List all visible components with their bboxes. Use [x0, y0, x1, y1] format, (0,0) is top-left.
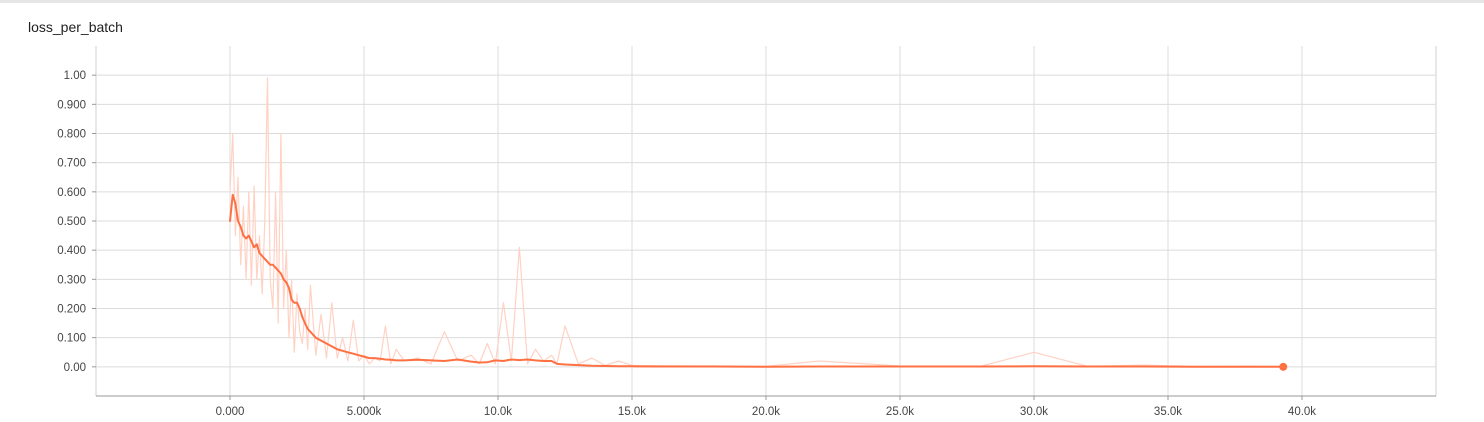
- y-tick-label: 0.400: [57, 245, 86, 257]
- y-tick-label: 0.600: [57, 187, 86, 199]
- x-tick-label: 20.0k: [752, 406, 780, 418]
- x-tick-label: 40.0k: [1288, 406, 1316, 418]
- y-tick-label: 0.100: [57, 333, 86, 345]
- chart-title: loss_per_batch: [28, 19, 123, 35]
- y-tick-label: 0.500: [57, 216, 86, 228]
- y-tick-label: 0.300: [57, 274, 86, 286]
- x-tick-label: 15.0k: [618, 406, 646, 418]
- top-divider: [0, 0, 1484, 3]
- y-tick-label: 0.00: [64, 362, 86, 374]
- x-tick-label: 0.000: [216, 406, 245, 418]
- y-tick-label: 0.900: [57, 99, 86, 111]
- x-tick-label: 5.000k: [347, 406, 382, 418]
- x-tick-label: 25.0k: [886, 406, 914, 418]
- smoothed-loss-series-line: [229, 193, 1285, 368]
- x-tick-label: 30.0k: [1020, 406, 1048, 418]
- series-end-point: [1279, 362, 1288, 371]
- y-tick-label: 1.00: [64, 70, 86, 82]
- y-tick-label: 0.700: [57, 158, 86, 170]
- x-tick-label: 10.0k: [484, 406, 512, 418]
- x-tick-label: 35.0k: [1154, 406, 1182, 418]
- y-tick-label: 0.800: [57, 129, 86, 141]
- raw-loss-series-line: [229, 77, 1284, 367]
- y-tick-label: 0.200: [57, 304, 86, 316]
